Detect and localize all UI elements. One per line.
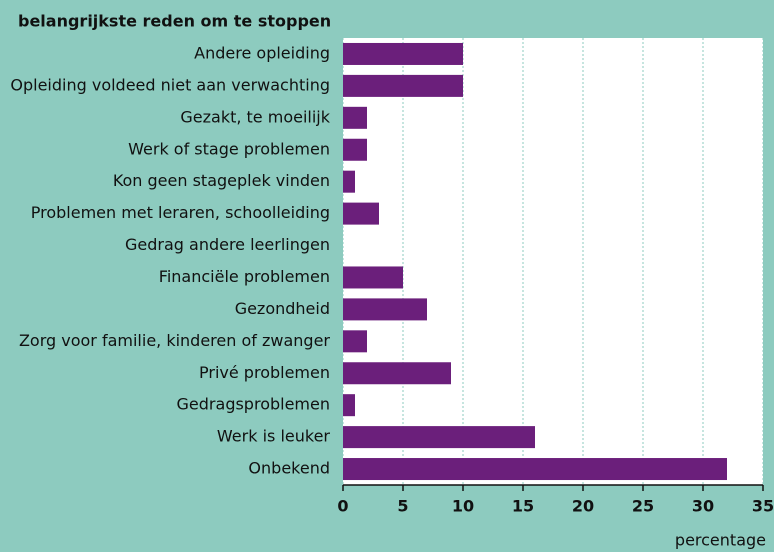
y-tick-label: Gedragsproblemen — [177, 395, 330, 414]
bar — [343, 330, 367, 353]
bar — [343, 362, 451, 385]
y-tick-label: Privé problemen — [199, 363, 330, 382]
y-tick-label: Gezondheid — [235, 299, 330, 318]
x-tick-label: 0 — [337, 497, 348, 516]
plot-area — [343, 38, 763, 485]
bar — [343, 106, 367, 129]
bar — [343, 74, 463, 97]
bar — [343, 202, 379, 225]
y-tick-label: Opleiding voldeed niet aan verwachting — [10, 75, 330, 94]
y-tick-label: Financiële problemen — [159, 267, 330, 286]
y-tick-label: Zorg voor familie, kinderen of zwanger — [19, 331, 330, 350]
bar — [343, 266, 403, 289]
y-tick-label: Kon geen stageplek vinden — [113, 171, 330, 190]
bar — [343, 394, 355, 417]
x-tick-label: 5 — [397, 497, 408, 516]
x-tick-label: 10 — [452, 497, 474, 516]
y-tick-label: Onbekend — [248, 459, 330, 478]
y-tick-label: Gedrag andere leerlingen — [125, 235, 330, 254]
bar — [343, 458, 727, 481]
bar — [343, 426, 535, 449]
y-tick-label: Werk of stage problemen — [128, 139, 330, 158]
x-axis-label: percentage — [675, 531, 766, 550]
y-tick-label: Andere opleiding — [194, 43, 330, 62]
y-tick-label: Gezakt, te moeilijk — [180, 107, 330, 126]
x-tick-label: 30 — [692, 497, 714, 516]
x-tick-label: 15 — [512, 497, 534, 516]
y-tick-label: Problemen met leraren, schoolleiding — [31, 203, 330, 222]
bar — [343, 170, 355, 193]
x-tick-label: 25 — [632, 497, 654, 516]
y-tick-label: Werk is leuker — [217, 427, 330, 446]
bar — [343, 42, 463, 65]
bar — [343, 138, 367, 161]
x-tick-label: 35 — [752, 497, 774, 516]
chart-title: belangrijkste reden om te stoppen — [18, 12, 331, 31]
bar — [343, 298, 427, 321]
x-tick-label: 20 — [572, 497, 594, 516]
